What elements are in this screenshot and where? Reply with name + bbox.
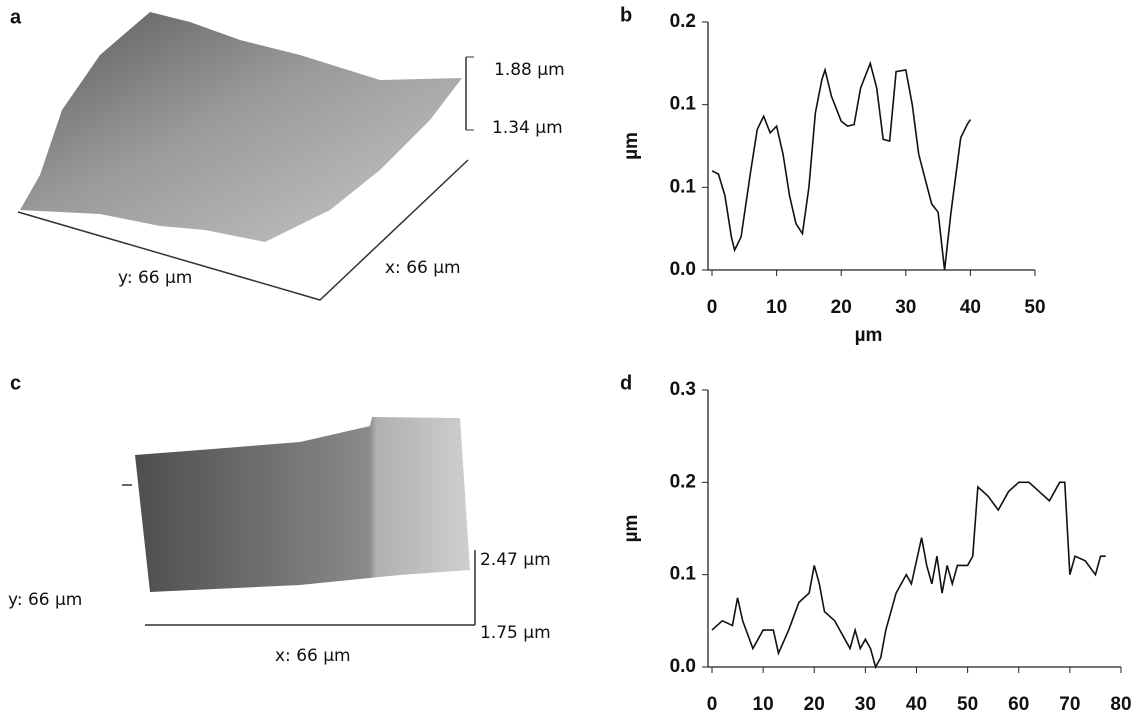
x-tick-label: 10: [766, 297, 787, 318]
axis-label: y: 66 µm: [8, 590, 82, 610]
x-tick-label: 40: [960, 297, 981, 318]
x-tick-label: 30: [895, 297, 916, 318]
x-tick-label: 20: [831, 297, 852, 318]
x-axis-title: µm: [855, 325, 883, 346]
y-tick-label: 0.3: [670, 379, 696, 400]
panel-label: b: [620, 4, 632, 26]
x-tick-label: 70: [1059, 694, 1080, 715]
y-tick-label: 0.1: [670, 94, 697, 115]
axis-label: x: 66 µm: [275, 646, 351, 666]
x-tick-label: 60: [1008, 694, 1029, 715]
data-line: [711, 60, 972, 271]
axis-label: y: 66 µm: [118, 268, 192, 288]
axis-label: x: 66 µm: [385, 258, 461, 278]
y-axis-title: µm: [621, 132, 642, 160]
y-tick-label: 0.0: [670, 656, 696, 677]
y-axis-title: µm: [621, 515, 642, 543]
x-tick-label: 0: [707, 694, 718, 715]
x-tick-label: 20: [804, 694, 825, 715]
panel-label: a: [10, 6, 22, 28]
x-tick-label: 0: [707, 297, 718, 318]
surface-a: [17, 12, 474, 301]
data-line: [711, 481, 1106, 670]
surface-c: [122, 417, 476, 626]
x-tick-label: 40: [906, 694, 927, 715]
y-tick-label: 0.0: [670, 259, 696, 280]
panel-label: c: [10, 372, 21, 394]
x-tick-label: 30: [855, 694, 876, 715]
y-tick-label: 0.2: [670, 11, 696, 32]
scale-label: 1.34 µm: [492, 118, 563, 138]
scale-label: 1.75 µm: [480, 623, 551, 643]
scale-label: 2.47 µm: [480, 550, 551, 570]
y-tick-label: 0.1: [670, 176, 697, 197]
x-tick-label: 50: [1024, 297, 1045, 318]
scale-label: 1.88 µm: [494, 60, 565, 80]
y-tick-label: 0.1: [670, 564, 697, 585]
panel-label: d: [620, 372, 632, 394]
x-tick-label: 50: [957, 694, 978, 715]
x-tick-label: 80: [1110, 694, 1131, 715]
x-tick-label: 10: [753, 694, 774, 715]
y-tick-label: 0.2: [670, 471, 696, 492]
